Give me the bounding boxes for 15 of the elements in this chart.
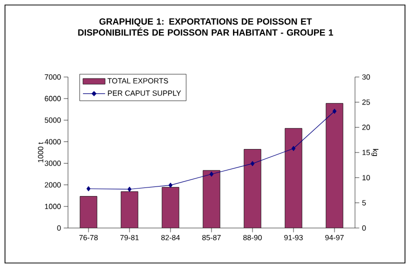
point xyxy=(210,172,214,177)
point xyxy=(128,186,132,192)
bar xyxy=(121,192,138,228)
point xyxy=(292,146,296,151)
point xyxy=(332,108,336,114)
point xyxy=(250,161,254,166)
bar xyxy=(326,103,344,228)
bar xyxy=(80,196,97,228)
point xyxy=(86,186,90,192)
bar xyxy=(162,187,179,228)
bar xyxy=(285,128,302,228)
point xyxy=(168,182,172,188)
bar xyxy=(244,149,261,228)
chart-title: GRAPHIQUE 1: EXPORTATIONS DE POISSON ET DISPONIBILITÉS DE POISSON PAR HABITANT - GROUPE 1 xyxy=(78,18,334,36)
bar xyxy=(203,170,220,228)
